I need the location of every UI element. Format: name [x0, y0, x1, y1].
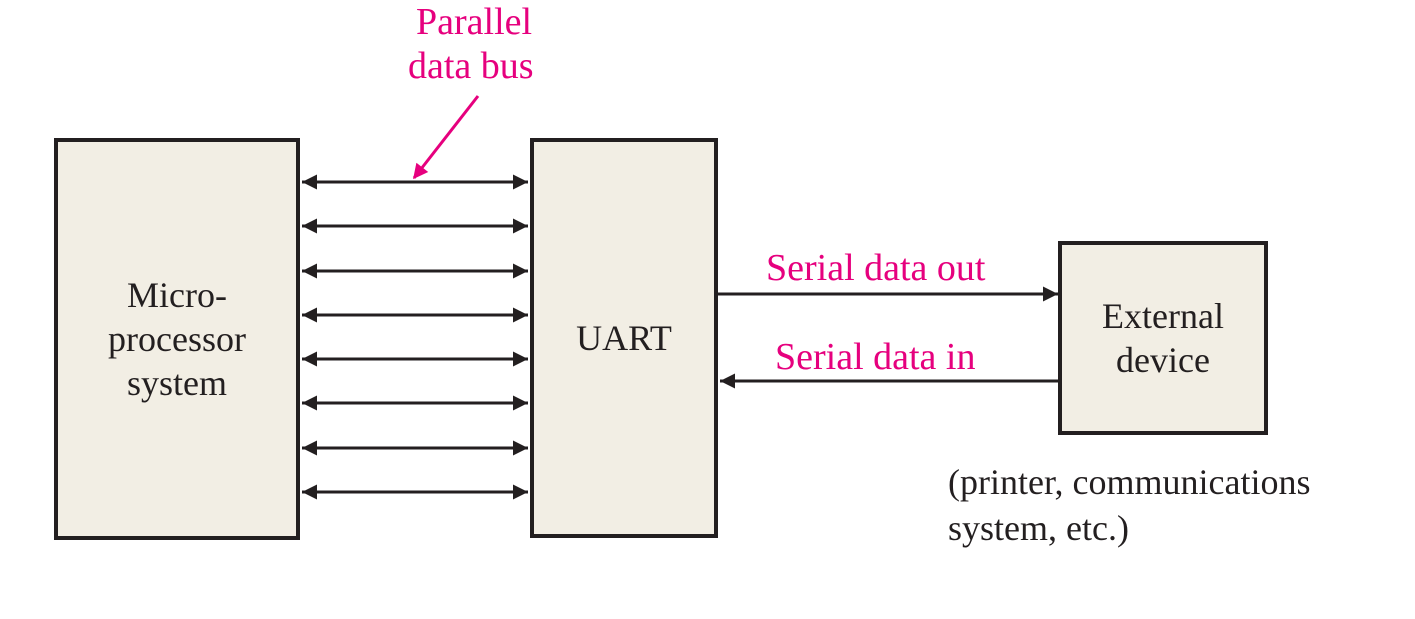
parallel-bus-lines	[302, 174, 528, 500]
uart-block: UART	[530, 138, 718, 538]
parallel-bus-pointer-arrow	[412, 95, 480, 180]
serial-data-in-label: Serial data in	[775, 336, 976, 378]
external-device-label: External device	[1102, 296, 1224, 380]
serial-data-out-label: Serial data out	[766, 247, 986, 289]
microprocessor-system-label: Micro- processor system	[108, 275, 246, 403]
parallel-bus-label-line2: data bus	[408, 45, 534, 87]
external-device-block: External device	[1058, 241, 1268, 435]
microprocessor-system-block: Micro- processor system	[54, 138, 300, 540]
uart-label: UART	[576, 318, 672, 358]
external-device-note-line1: (printer, communications	[948, 462, 1311, 502]
parallel-bus-label-line1: Parallel	[416, 1, 533, 43]
external-device-note-line2: system, etc.)	[948, 508, 1129, 548]
